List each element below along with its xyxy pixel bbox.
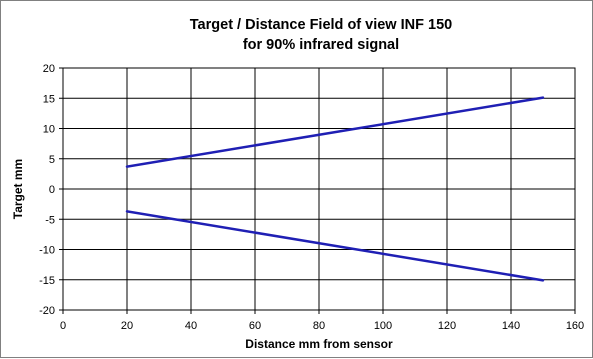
y-tick-label: -10 [39, 245, 55, 257]
y-tick-label: 0 [49, 184, 55, 196]
chart-title-line-1: Target / Distance Field of view INF 150 [190, 17, 452, 33]
x-tick-label: 140 [502, 320, 520, 332]
series-lines [125, 96, 545, 282]
y-tick-label: -5 [45, 214, 55, 226]
series-line-1 [125, 96, 545, 168]
y-tick-label: -20 [39, 305, 55, 317]
y-tick-label: 10 [43, 124, 55, 136]
series-line-2 [125, 210, 545, 282]
grid-lines [59, 67, 576, 314]
y-tick-label: 15 [43, 93, 55, 105]
x-axis-ticks: 0 20 40 60 80 100 120 140 160 [60, 320, 584, 332]
x-tick-label: 100 [374, 320, 392, 332]
y-tick-label: 20 [43, 63, 55, 75]
x-tick-label: 20 [121, 320, 133, 332]
y-axis-ticks: 20 15 10 5 0 -5 -10 -15 -20 [39, 63, 55, 317]
y-tick-label: 5 [49, 154, 55, 166]
x-tick-label: 80 [313, 320, 325, 332]
x-axis-label: Distance mm from sensor [245, 337, 393, 351]
x-tick-label: 60 [249, 320, 261, 332]
x-tick-label: 0 [60, 320, 66, 332]
y-tick-label: -15 [39, 275, 55, 287]
x-tick-label: 160 [566, 320, 584, 332]
plot-border [62, 67, 576, 311]
x-tick-label: 40 [185, 320, 197, 332]
x-tick-label: 120 [438, 320, 456, 332]
chart-title-line-2: for 90% infrared signal [243, 37, 399, 53]
y-axis-label: Target mm [11, 159, 25, 219]
